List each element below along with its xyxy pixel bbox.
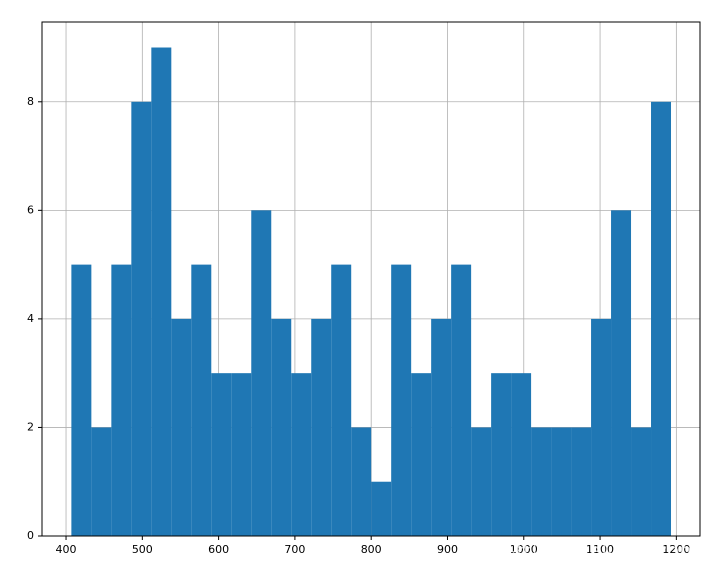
bar xyxy=(351,427,372,536)
x-tick-label: 900 xyxy=(437,543,458,556)
bar xyxy=(311,318,332,536)
y-tick-label: 6 xyxy=(27,203,34,216)
bar xyxy=(131,101,152,537)
bar xyxy=(111,264,132,536)
bar xyxy=(431,318,452,536)
bar xyxy=(271,318,292,536)
bar xyxy=(251,210,272,536)
plot-frame xyxy=(41,21,701,537)
bar xyxy=(151,47,172,536)
bar xyxy=(91,427,112,536)
bar xyxy=(651,101,672,537)
bar xyxy=(171,318,192,536)
bar xyxy=(371,481,392,536)
x-tick-label: 800 xyxy=(361,543,382,556)
bar xyxy=(511,373,532,536)
bar xyxy=(291,373,312,536)
y-tick-label: 4 xyxy=(27,312,34,325)
bar xyxy=(471,427,492,536)
bar xyxy=(631,427,652,536)
bar xyxy=(211,373,232,536)
y-tick-label: 8 xyxy=(27,95,34,108)
y-tick-label: 2 xyxy=(27,420,34,433)
bar xyxy=(611,210,632,536)
x-tick-label: 500 xyxy=(132,543,153,556)
bar xyxy=(591,318,612,536)
watermark: 云栖社区 yq.aliyun.com xyxy=(472,539,699,563)
bar xyxy=(451,264,472,536)
bar xyxy=(411,373,432,536)
x-tick-label: 400 xyxy=(56,543,77,556)
bar xyxy=(551,427,572,536)
bar xyxy=(531,427,552,536)
x-tick-label: 1100 xyxy=(586,543,614,556)
bar xyxy=(71,264,92,536)
x-tick-label: 700 xyxy=(284,543,305,556)
x-tick-label: 600 xyxy=(208,543,229,556)
y-tick-label: 0 xyxy=(27,529,34,542)
bar xyxy=(231,373,252,536)
bar xyxy=(571,427,592,536)
x-tick-label: 1000 xyxy=(510,543,538,556)
bar xyxy=(191,264,212,536)
bar xyxy=(391,264,412,536)
bar xyxy=(491,373,512,536)
bar xyxy=(331,264,352,536)
x-tick-label: 1200 xyxy=(662,543,690,556)
